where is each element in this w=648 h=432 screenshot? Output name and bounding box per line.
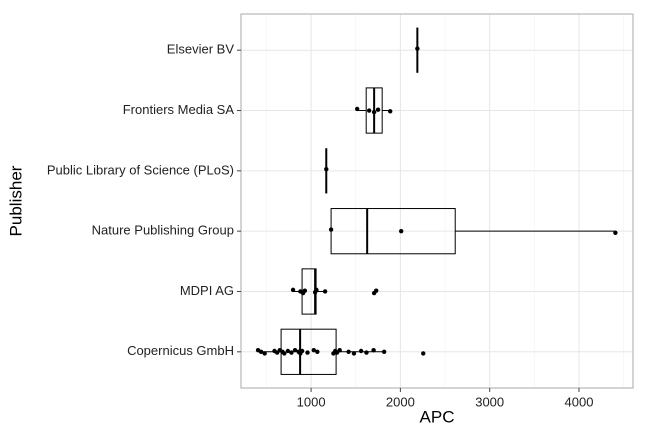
point (388, 109, 393, 114)
point (613, 230, 618, 235)
point (328, 227, 334, 232)
y-tick-label: Copernicus GmbH (127, 343, 234, 358)
point (324, 167, 329, 172)
point (366, 108, 372, 113)
y-tick-label: Nature Publishing Group (92, 223, 234, 238)
point (289, 350, 294, 355)
point (262, 351, 267, 356)
point (302, 288, 308, 293)
point (373, 288, 379, 293)
point (371, 109, 377, 115)
point (346, 349, 351, 355)
point (351, 351, 357, 356)
point (398, 228, 404, 234)
point (282, 351, 287, 356)
point (354, 106, 360, 112)
x-tick-label: 1000 (297, 394, 326, 409)
point (375, 107, 381, 112)
point (337, 348, 342, 353)
point (315, 349, 320, 355)
point (322, 289, 328, 294)
point (381, 349, 387, 355)
point (314, 287, 319, 293)
x-tick-label: 4000 (565, 394, 594, 409)
y-tick-label: Frontiers Media SA (123, 102, 235, 117)
y-tick-label: Elsevier BV (167, 42, 235, 57)
point (258, 349, 264, 355)
point (371, 348, 376, 353)
x-tick-label: 3000 (475, 394, 504, 409)
point (358, 348, 364, 354)
x-axis-title: APC (420, 407, 455, 426)
point (421, 351, 426, 356)
x-tick-label: 2000 (386, 394, 415, 409)
y-axis-title: Publisher (6, 165, 25, 236)
panel-border (240, 13, 634, 389)
point (290, 287, 296, 293)
point (305, 350, 310, 355)
point (299, 348, 305, 354)
point (292, 348, 298, 353)
point (285, 348, 291, 354)
point (311, 348, 316, 353)
point (364, 350, 369, 355)
y-tick-label: MDPI AG (180, 283, 234, 298)
point (415, 46, 420, 51)
y-tick-label: Public Library of Science (PLoS) (47, 162, 234, 177)
